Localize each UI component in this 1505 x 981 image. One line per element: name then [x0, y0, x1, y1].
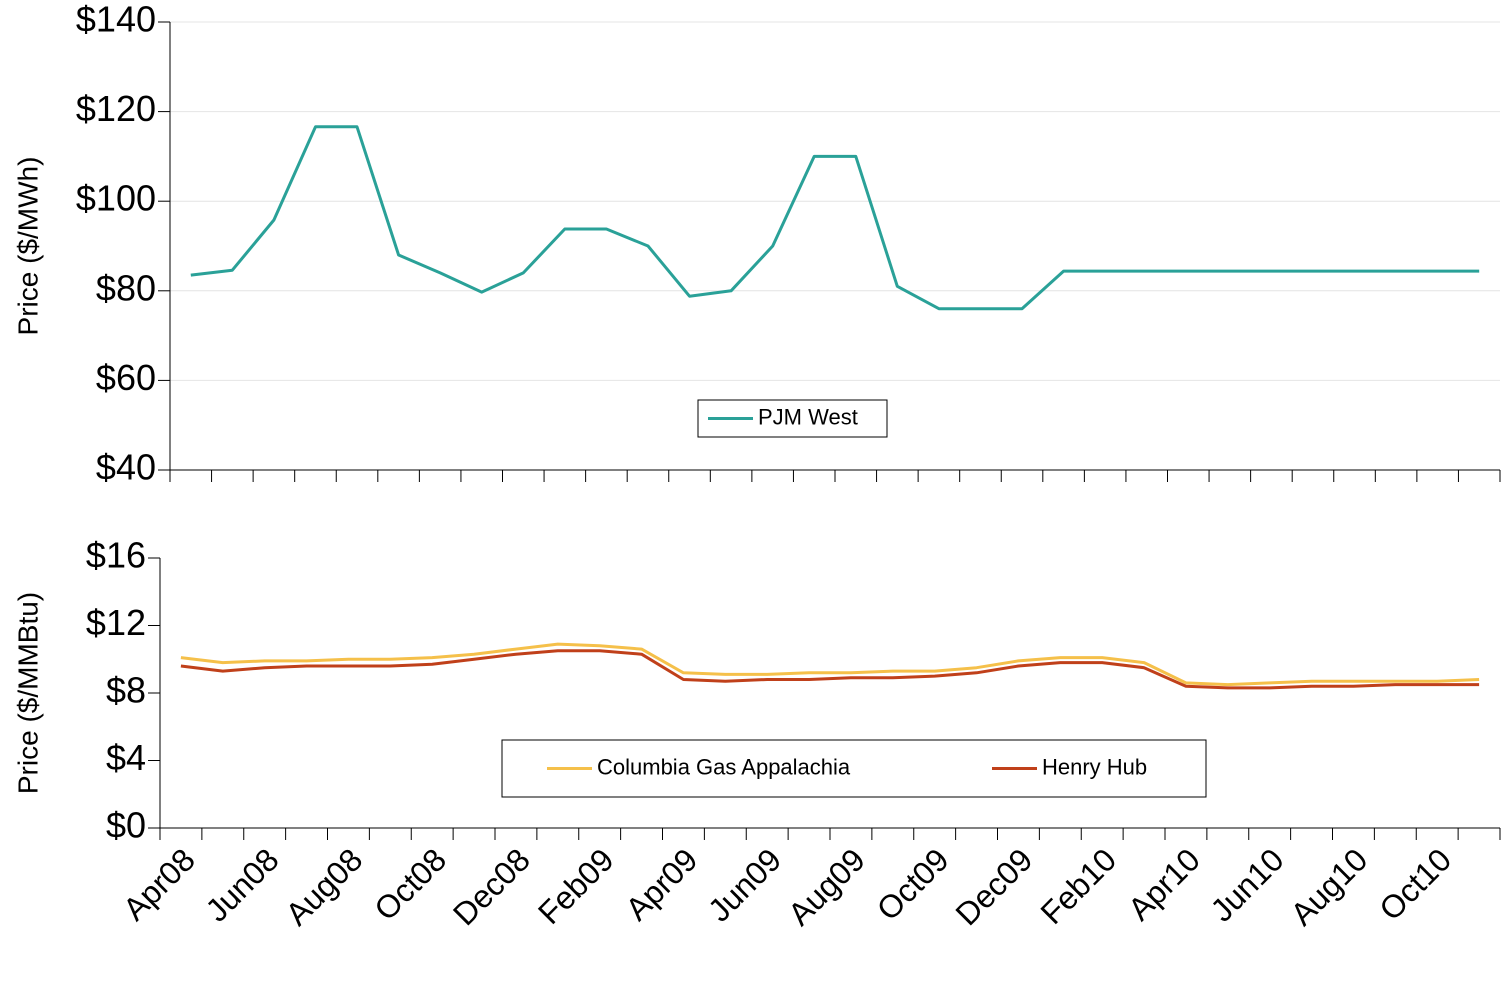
y-tick-label: $40: [96, 447, 156, 488]
x-tick-label: Jun10: [1204, 841, 1291, 928]
y-tick-label: $140: [76, 0, 156, 40]
legend-label: Columbia Gas Appalachia: [597, 754, 851, 779]
x-tick-label: Feb10: [1033, 841, 1123, 931]
y-tick-label: $60: [96, 357, 156, 398]
y-tick-label: $12: [86, 602, 146, 643]
x-tick-label: Aug10: [1283, 841, 1374, 932]
y-tick-label: $16: [86, 535, 146, 576]
series-line: [190, 125, 1480, 311]
legend-label: PJM West: [758, 404, 858, 429]
x-tick-label: Oct10: [1372, 841, 1458, 927]
x-tick-label: Oct09: [870, 841, 956, 927]
x-tick-label: Aug09: [781, 841, 872, 932]
y-tick-label: $0: [106, 805, 146, 846]
y-tick-label: $8: [106, 670, 146, 711]
y-axis-title: Price ($/MWh): [12, 157, 43, 336]
series-line: [180, 642, 1480, 687]
y-tick-label: $80: [96, 267, 156, 308]
x-tick-label: Dec09: [949, 841, 1040, 932]
x-tick-label: Oct08: [367, 841, 453, 927]
x-tick-label: Dec08: [446, 841, 537, 932]
y-tick-label: $100: [76, 178, 156, 219]
x-tick-label: Aug08: [278, 841, 369, 932]
x-tick-label: Apr10: [1121, 841, 1207, 927]
x-tick-label: Apr08: [116, 841, 202, 927]
x-tick-label: Jun09: [701, 841, 788, 928]
y-tick-label: $120: [76, 88, 156, 129]
x-tick-label: Apr09: [619, 841, 705, 927]
x-tick-label: Feb09: [531, 841, 621, 931]
y-tick-label: $4: [106, 737, 146, 778]
legend-box: [501, 739, 1207, 798]
x-tick-label: Jun08: [199, 841, 286, 928]
legend-label: Henry Hub: [1042, 754, 1147, 779]
series-line: [180, 649, 1480, 690]
y-axis-title: Price ($/MMBtu): [12, 592, 43, 794]
